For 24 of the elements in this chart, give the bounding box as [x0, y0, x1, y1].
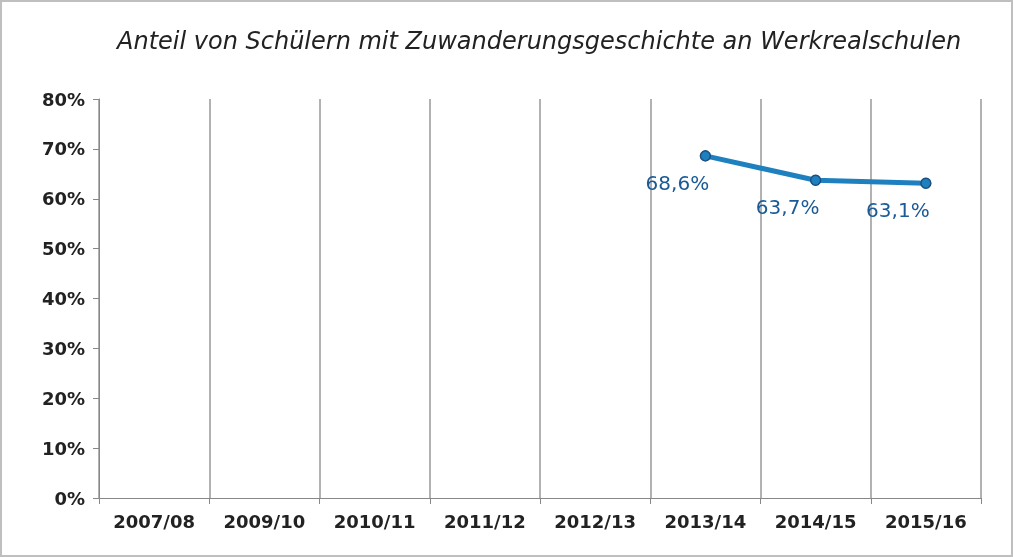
x-tick-label: 2007/08 — [113, 510, 195, 532]
y-tick-label: 0% — [54, 487, 85, 509]
chart-title: Anteil von Schülern mit Zuwanderungsgeschichte an Werkrealschulen — [115, 27, 962, 55]
y-tick-label: 80% — [41, 88, 85, 110]
point — [809, 174, 822, 187]
x-tick-label: 2011/12 — [444, 510, 526, 532]
x-tick-label: 2012/13 — [554, 510, 636, 532]
y-tick-label: 70% — [41, 138, 85, 160]
x-tick-label: 2013/14 — [664, 510, 747, 532]
y-tick-label: 40% — [41, 288, 85, 309]
x-tick-label: 2014/15 — [774, 510, 857, 532]
data-label: 63,7% — [755, 195, 820, 220]
data-label: 68,6% — [645, 170, 710, 195]
y-tick-label: 10% — [41, 437, 85, 459]
y-tick-label: 60% — [41, 188, 85, 210]
y-tick-label: 20% — [41, 387, 85, 409]
x-tick-label: 2010/11 — [333, 510, 416, 532]
x-tick-label: 2015/16 — [885, 510, 967, 532]
data-label: 63,1% — [866, 198, 930, 223]
y-tick-label: 30% — [41, 337, 85, 359]
point — [920, 177, 932, 190]
x-tick-label: 2009/10 — [223, 510, 306, 532]
y-tick-label: 50% — [41, 238, 85, 260]
point — [699, 150, 712, 162]
